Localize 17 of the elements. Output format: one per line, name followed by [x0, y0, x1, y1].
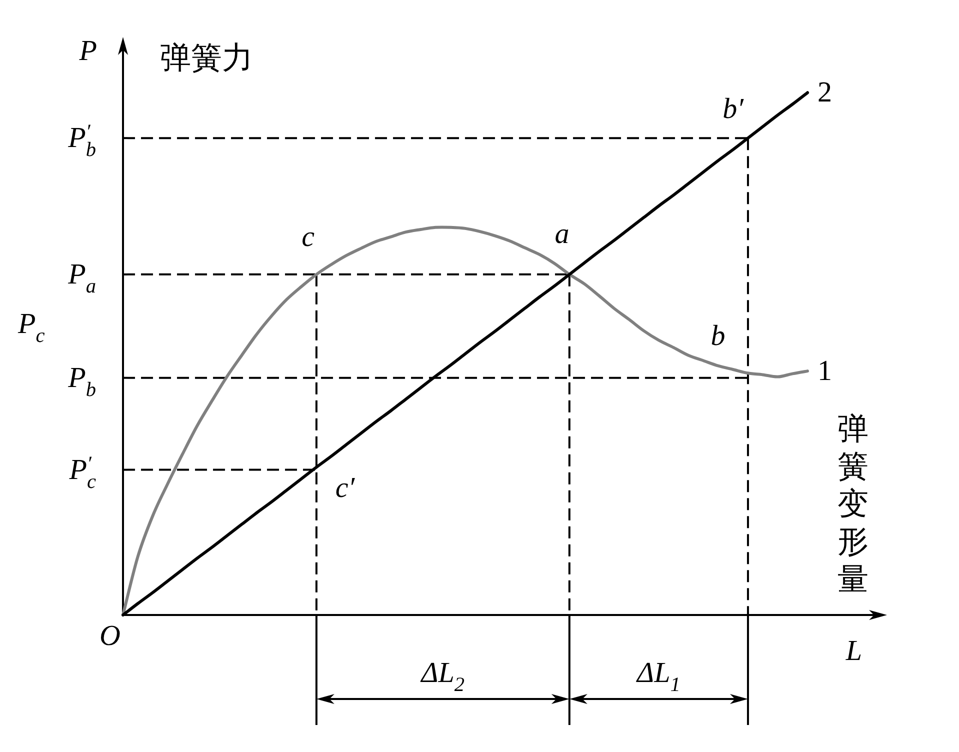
ref-label: P$_{a}$: [68, 258, 96, 298]
annotation: O: [100, 620, 120, 652]
y-axis-title: P: [79, 35, 97, 67]
annotation: 弹簧变形量: [838, 411, 868, 596]
annotation: ΔL$_{2}$: [421, 657, 465, 696]
annotation: b′: [722, 93, 744, 125]
annotation: c′: [335, 472, 355, 504]
annotation: ΔL$_{1}$: [637, 657, 680, 696]
annotation: 弹簧力: [160, 40, 253, 75]
annotation: b: [710, 320, 726, 352]
series-name: 2: [818, 76, 832, 109]
annotation: c: [302, 221, 314, 253]
ref-label: P$_{b}$: [68, 362, 96, 401]
annotation: P$_{c}$: [18, 308, 45, 347]
annotation: a: [554, 218, 570, 250]
x-axis-title: L: [846, 635, 862, 667]
series-name: 1: [818, 355, 832, 388]
